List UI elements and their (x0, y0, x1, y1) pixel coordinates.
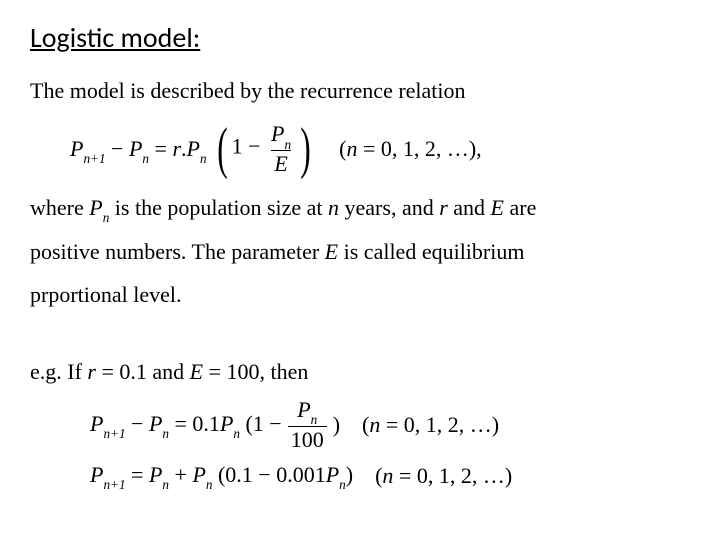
fraction-2: Pn 100 (288, 398, 327, 451)
equation-example-2: Pn+1 = Pn + Pn (0.1 − 0.001Pn) (n = 0, 1… (90, 457, 690, 494)
where-line-1: where Pn is the population size at n yea… (30, 190, 690, 227)
example-intro: e.g. If r = 0.1 and E = 100, then (30, 354, 690, 389)
equation-main: Pn+1 − Pn = r.Pn ( 1 − Pn E ) (n = 0, (70, 122, 690, 175)
fraction: Pn E (268, 122, 294, 175)
index-range: (n = 0, 1, 2, …), (339, 131, 482, 166)
index-range-3: (n = 0, 1, 2, …) (375, 458, 512, 493)
equation-example-1: Pn+1 − Pn = 0.1Pn (1 − Pn 100 ) (n = 0, … (90, 398, 690, 451)
slide-heading: Logistic model: (30, 20, 690, 55)
right-paren-icon: ) (300, 126, 310, 172)
index-range-2: (n = 0, 1, 2, …) (362, 407, 499, 442)
left-paren-icon: ( (217, 126, 227, 172)
where-line-2: positive numbers. The parameter E is cal… (30, 234, 690, 269)
where-line-3: prportional level. (30, 277, 690, 312)
intro-text: The model is described by the recurrence… (30, 73, 690, 108)
